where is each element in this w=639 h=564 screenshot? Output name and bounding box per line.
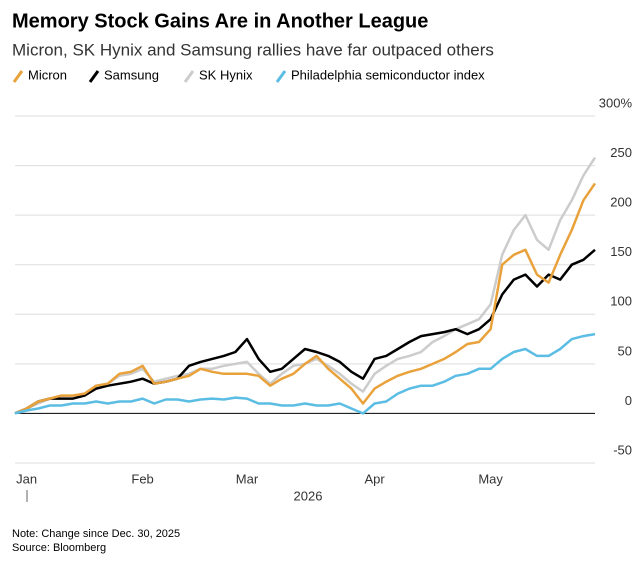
chart-title: Memory Stock Gains Are in Another League (12, 10, 428, 32)
series-line (14, 332, 596, 415)
x-axis-label: 2026 (294, 488, 323, 503)
source: Source: Bloomberg (12, 542, 106, 554)
chart-subtitle: Micron, SK Hynix and Samsung rallies hav… (12, 40, 494, 59)
legend-swatch (275, 70, 287, 83)
y-tick-label: -50 (613, 442, 632, 457)
y-tick-label: 250 (610, 145, 632, 160)
series-line (14, 182, 597, 415)
y-tick-label: 0 (625, 393, 632, 408)
y-tick-label: 150 (610, 244, 632, 259)
x-tick-label: May (478, 471, 503, 486)
legend-swatch (12, 70, 24, 83)
legend-label: Samsung (104, 67, 159, 82)
legend-label: Micron (28, 67, 67, 82)
y-tick-label: 200 (610, 195, 632, 210)
y-tick-label: 100 (610, 294, 632, 309)
note: Note: Change since Dec. 30, 2025 (12, 528, 180, 540)
y-tick-label: 50 (618, 343, 632, 358)
legend-swatch (183, 70, 195, 83)
y-tick-label: 300% (599, 95, 633, 110)
legend-label: Philadelphia semiconductor index (291, 67, 485, 82)
x-tick-label: Jan (16, 471, 37, 486)
x-tick-label: Feb (131, 471, 153, 486)
legend-label: SK Hynix (199, 67, 253, 82)
x-tick-label: Mar (236, 471, 259, 486)
x-tick-label: Apr (364, 471, 385, 486)
legend-swatch (88, 70, 100, 83)
series-line (14, 248, 596, 415)
